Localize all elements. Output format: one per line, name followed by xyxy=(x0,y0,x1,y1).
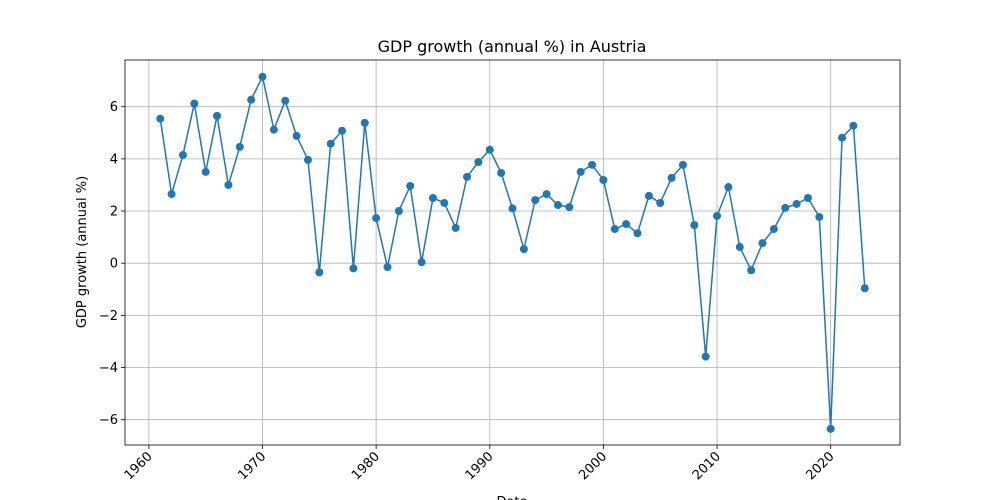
data-point xyxy=(599,175,608,184)
y-tick-label: −2 xyxy=(99,309,118,324)
data-point xyxy=(531,196,540,205)
data-point xyxy=(315,268,324,277)
data-point xyxy=(565,203,574,212)
data-point xyxy=(428,193,437,202)
data-point xyxy=(622,220,631,229)
data-point xyxy=(656,198,665,207)
data-point xyxy=(338,126,347,135)
data-point xyxy=(724,183,733,192)
plot-frame xyxy=(124,59,901,446)
data-point xyxy=(803,193,812,202)
data-point xyxy=(690,221,699,230)
data-point xyxy=(156,114,165,123)
data-point xyxy=(588,160,597,169)
data-point xyxy=(519,245,528,254)
data-point xyxy=(701,352,710,361)
data-point xyxy=(281,96,290,105)
y-axis-label: GDP growth (annual %) xyxy=(75,176,90,328)
data-point xyxy=(508,204,517,213)
y-tick-label: −6 xyxy=(99,413,118,428)
data-point xyxy=(292,131,301,140)
data-point xyxy=(224,180,233,189)
data-point xyxy=(735,243,744,252)
data-point xyxy=(201,167,210,176)
data-point xyxy=(349,264,358,273)
data-point xyxy=(360,118,369,127)
data-point xyxy=(269,125,278,134)
data-point xyxy=(474,157,483,166)
data-point xyxy=(667,173,676,182)
data-point xyxy=(826,424,835,433)
data-point xyxy=(838,133,847,142)
y-tick-label: 2 xyxy=(110,205,118,220)
y-tick-label: 6 xyxy=(110,100,118,115)
data-point xyxy=(383,263,392,272)
data-point xyxy=(553,201,562,210)
data-point xyxy=(713,211,722,220)
data-point xyxy=(406,181,415,190)
data-point xyxy=(633,229,642,238)
data-point xyxy=(235,142,244,151)
data-point xyxy=(610,225,619,234)
data-point xyxy=(440,198,449,207)
data-point xyxy=(463,172,472,181)
data-point xyxy=(190,99,199,108)
data-point xyxy=(497,168,506,177)
data-point xyxy=(247,95,256,104)
data-point xyxy=(326,139,335,148)
data-point xyxy=(758,239,767,248)
y-tick-label: 0 xyxy=(110,257,118,272)
data-point xyxy=(769,225,778,234)
data-point xyxy=(747,266,756,275)
data-point xyxy=(417,258,426,267)
data-point xyxy=(213,111,222,120)
data-point xyxy=(372,214,381,223)
data-point xyxy=(542,190,551,199)
data-point xyxy=(576,167,585,176)
data-point xyxy=(394,207,403,216)
y-tick-label: 4 xyxy=(110,152,118,167)
x-axis-label: Date xyxy=(496,495,527,500)
data-point xyxy=(485,145,494,154)
chart-title: GDP growth (annual %) in Austria xyxy=(378,37,647,56)
data-point xyxy=(451,223,460,232)
data-point xyxy=(258,72,267,81)
data-point xyxy=(792,199,801,208)
data-point xyxy=(815,213,824,222)
data-point xyxy=(860,284,869,293)
data-point xyxy=(678,160,687,169)
data-point xyxy=(167,190,176,199)
data-point xyxy=(781,203,790,212)
data-point xyxy=(849,121,858,130)
data-point xyxy=(644,191,653,200)
data-point xyxy=(178,150,187,159)
data-point xyxy=(303,155,312,164)
y-tick-label: −4 xyxy=(99,361,118,376)
